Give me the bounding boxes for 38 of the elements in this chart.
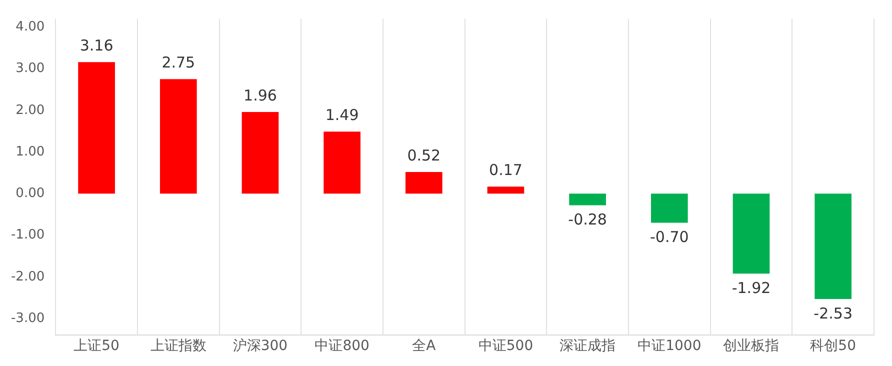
data-label: -2.53 — [814, 304, 852, 322]
y-tick-label: 0.00 — [16, 186, 45, 202]
data-label: 1.49 — [325, 106, 359, 124]
x-tick-label: 创业板指 — [723, 338, 780, 354]
data-label: -1.92 — [732, 278, 771, 297]
bar — [324, 132, 360, 194]
x-tick-label: 深证成指 — [560, 338, 616, 354]
data-label: 3.16 — [80, 36, 114, 54]
x-tick-label: 全A — [412, 338, 436, 354]
x-tick-label: 上证指数 — [150, 338, 206, 354]
data-label: 0.52 — [407, 146, 441, 164]
data-label: -0.28 — [568, 210, 607, 229]
x-tick-label: 中证1000 — [638, 338, 702, 354]
x-tick-label: 沪深300 — [232, 338, 288, 354]
y-tick-label: -2.00 — [10, 269, 45, 284]
x-tick-label: 中证500 — [478, 338, 534, 354]
bar — [814, 194, 852, 299]
y-tick-label: 1.00 — [16, 144, 45, 160]
bar — [405, 172, 442, 194]
data-label: -0.70 — [650, 228, 689, 246]
y-tick-label: 2.00 — [16, 102, 45, 118]
bar — [487, 186, 524, 194]
bar — [160, 79, 197, 194]
bar — [569, 194, 606, 206]
y-tick-label: -3.00 — [10, 310, 45, 326]
bar — [242, 112, 279, 194]
data-label: 2.75 — [162, 54, 196, 72]
bar — [650, 194, 688, 223]
x-tick-label: 科创50 — [810, 338, 856, 354]
data-label: 1.96 — [244, 86, 277, 104]
y-tick-label: 4.00 — [16, 20, 45, 34]
y-tick-label: 3.00 — [16, 61, 45, 76]
y-tick-label: -1.00 — [10, 228, 45, 243]
data-label: 0.17 — [489, 160, 522, 179]
bar — [732, 194, 770, 274]
x-tick-label: 上证50 — [74, 338, 120, 354]
x-tick-label: 中证800 — [314, 338, 370, 354]
bar — [78, 62, 115, 194]
